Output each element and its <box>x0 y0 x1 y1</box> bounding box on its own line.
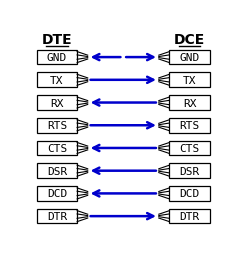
Bar <box>169 51 210 65</box>
Bar <box>37 186 77 201</box>
Text: RX: RX <box>50 98 64 108</box>
Text: TX: TX <box>183 75 196 86</box>
Text: DCD: DCD <box>180 189 200 199</box>
Bar <box>169 209 210 224</box>
Text: DSR: DSR <box>47 166 67 176</box>
Bar <box>169 164 210 178</box>
Text: RTS: RTS <box>180 121 200 131</box>
Text: DSR: DSR <box>180 166 200 176</box>
Text: DTE: DTE <box>42 33 72 47</box>
Bar <box>37 51 77 65</box>
Bar <box>37 73 77 88</box>
Text: CTS: CTS <box>47 144 67 153</box>
Text: DTR: DTR <box>47 211 67 221</box>
Bar <box>37 141 77 156</box>
Text: TX: TX <box>50 75 64 86</box>
Bar <box>169 186 210 201</box>
Text: RX: RX <box>183 98 196 108</box>
Text: DCE: DCE <box>174 33 205 47</box>
Text: RTS: RTS <box>47 121 67 131</box>
Bar <box>37 209 77 224</box>
Bar <box>169 141 210 156</box>
Text: GND: GND <box>47 53 67 63</box>
Bar <box>37 118 77 133</box>
Text: CTS: CTS <box>180 144 200 153</box>
Bar <box>169 118 210 133</box>
Bar <box>169 73 210 88</box>
Text: DCD: DCD <box>47 189 67 199</box>
Bar <box>37 96 77 110</box>
Bar <box>169 96 210 110</box>
Text: GND: GND <box>180 53 200 63</box>
Text: DTR: DTR <box>180 211 200 221</box>
Bar <box>37 164 77 178</box>
